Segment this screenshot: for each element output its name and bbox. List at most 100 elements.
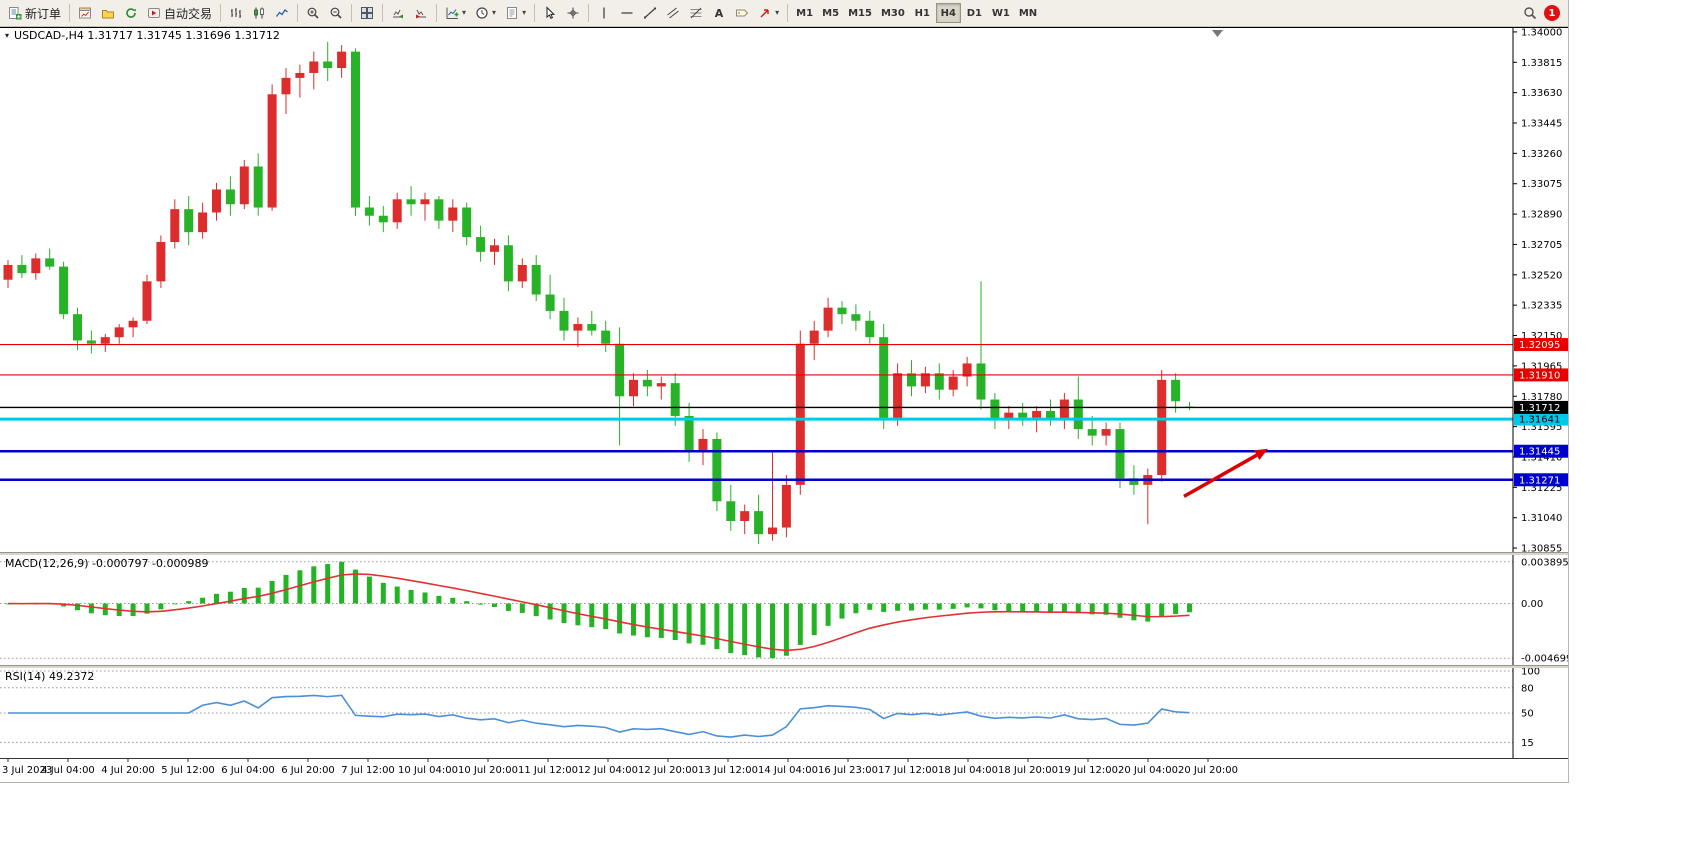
mt4-window: 新订单 自动交易 ▾ ▾ ▾ A ▾ M1 M5 M15 M30 H1 H4 D1 W1 MN 1 1.340… bbox=[0, 0, 1569, 783]
timeframe-button-h4[interactable]: H4 bbox=[935, 3, 961, 23]
svg-text:-0.004699: -0.004699 bbox=[1521, 654, 1568, 665]
fibonacci-icon bbox=[690, 7, 702, 19]
arrows-button[interactable]: ▾ bbox=[754, 2, 783, 24]
bar-chart-button[interactable] bbox=[225, 2, 247, 24]
candle-chart-icon bbox=[254, 7, 264, 19]
zoom-out-button[interactable] bbox=[325, 2, 347, 24]
svg-text:1.32890: 1.32890 bbox=[1521, 210, 1562, 221]
toolbar-separator bbox=[297, 4, 299, 22]
svg-text:20 Jul 04:00: 20 Jul 04:00 bbox=[1118, 765, 1178, 776]
svg-text:19 Jul 12:00: 19 Jul 12:00 bbox=[1058, 765, 1118, 776]
timeframe-button-m1[interactable]: M1 bbox=[796, 7, 814, 19]
toolbar-separator bbox=[588, 4, 590, 22]
svg-text:1.33445: 1.33445 bbox=[1521, 119, 1562, 130]
template-icon bbox=[507, 7, 518, 19]
macd-canvas[interactable]: 0.003895 0.00 -0.004699 bbox=[0, 555, 1568, 665]
indicators-button[interactable]: ▾ bbox=[441, 2, 470, 24]
panel-splitter[interactable] bbox=[0, 665, 1568, 668]
arrow-tool-icon bbox=[760, 9, 769, 18]
macd-histogram bbox=[5, 561, 1192, 659]
candlestick-chart-button[interactable] bbox=[248, 2, 270, 24]
svg-text:13 Jul 12:00: 13 Jul 12:00 bbox=[698, 765, 758, 776]
toolbar-separator bbox=[69, 4, 71, 22]
trendline-button[interactable] bbox=[639, 2, 661, 24]
trend-arrow-annotation[interactable] bbox=[1183, 448, 1268, 498]
vertical-line-button[interactable] bbox=[593, 2, 615, 24]
svg-text:10 Jul 20:00: 10 Jul 20:00 bbox=[458, 765, 518, 776]
text-label-button[interactable] bbox=[731, 2, 753, 24]
line-chart-icon bbox=[276, 9, 288, 17]
zoom-out-icon bbox=[330, 7, 342, 19]
crosshair-button[interactable] bbox=[562, 2, 584, 24]
auto-scroll-button[interactable] bbox=[387, 2, 409, 24]
autotrading-icon bbox=[148, 8, 161, 18]
svg-text:A: A bbox=[715, 7, 724, 20]
chart-window-icon bbox=[79, 7, 92, 19]
profiles-button[interactable] bbox=[97, 2, 119, 24]
autotrading-button[interactable]: 自动交易 bbox=[143, 2, 216, 24]
notification-badge[interactable]: 1 bbox=[1544, 5, 1560, 21]
svg-text:1.34000: 1.34000 bbox=[1521, 27, 1562, 38]
svg-text:14 Jul 04:00: 14 Jul 04:00 bbox=[758, 765, 818, 776]
crosshair-icon bbox=[567, 7, 579, 19]
svg-text:11 Jul 12:00: 11 Jul 12:00 bbox=[518, 765, 578, 776]
horizontal-lines[interactable] bbox=[0, 343, 1513, 482]
bar-chart-icon bbox=[231, 8, 242, 18]
svg-text:18 Jul 20:00: 18 Jul 20:00 bbox=[998, 765, 1058, 776]
cursor-button[interactable] bbox=[539, 2, 561, 24]
svg-text:6 Jul 04:00: 6 Jul 04:00 bbox=[221, 765, 275, 776]
macd-panel: 0.003895 0.00 -0.004699 MACD(12,26,9) -0.0… bbox=[0, 555, 1568, 665]
templates-button[interactable]: ▾ bbox=[501, 2, 530, 24]
svg-text:1.32335: 1.32335 bbox=[1521, 301, 1562, 312]
svg-text:3 Jul 2023: 3 Jul 2023 bbox=[2, 765, 52, 776]
equidistant-channel-button[interactable] bbox=[662, 2, 684, 24]
panel-splitter[interactable] bbox=[0, 552, 1568, 555]
text-icon: A bbox=[715, 7, 724, 20]
svg-text:12 Jul 04:00: 12 Jul 04:00 bbox=[578, 765, 638, 776]
price-scale[interactable]: 1.34000 1.33815 1.33630 1.33445 1.33260 1.330… bbox=[1513, 27, 1562, 552]
main-chart-canvas[interactable]: 1.34000 1.33815 1.33630 1.33445 1.33260 1.330… bbox=[0, 27, 1568, 552]
timeframe-button-m15[interactable]: M15 bbox=[848, 7, 872, 19]
timeframe-button-m30[interactable]: M30 bbox=[880, 7, 905, 19]
fibonacci-button[interactable] bbox=[685, 2, 707, 24]
chart-shift-button[interactable] bbox=[410, 2, 432, 24]
text-button[interactable]: A bbox=[708, 2, 730, 24]
svg-text:16 Jul 23:00: 16 Jul 23:00 bbox=[818, 765, 878, 776]
tile-windows-button[interactable] bbox=[356, 2, 378, 24]
timeframe-button-w1[interactable]: W1 bbox=[991, 7, 1010, 19]
new-order-button[interactable]: 新订单 bbox=[4, 2, 65, 24]
timeframe-button-mn[interactable]: MN bbox=[1018, 7, 1038, 19]
channel-icon bbox=[667, 7, 679, 19]
line-chart-button[interactable] bbox=[271, 2, 293, 24]
svg-text:1.31410: 1.31410 bbox=[1521, 452, 1562, 463]
zoom-in-button[interactable] bbox=[302, 2, 324, 24]
timeframe-button-m5[interactable]: M5 bbox=[822, 7, 840, 19]
chart-shift-icon bbox=[416, 9, 427, 19]
charts-button[interactable] bbox=[74, 2, 96, 24]
chart-shift-marker[interactable] bbox=[1212, 30, 1223, 37]
svg-text:1.33075: 1.33075 bbox=[1521, 179, 1562, 190]
horizontal-line-button[interactable] bbox=[616, 2, 638, 24]
rsi-canvas[interactable]: 100 80 50 15 bbox=[0, 668, 1568, 758]
svg-text:0.003895: 0.003895 bbox=[1521, 557, 1568, 568]
svg-text:4 Jul 04:00: 4 Jul 04:00 bbox=[41, 765, 95, 776]
cursor-icon bbox=[546, 6, 556, 19]
periods-button[interactable]: ▾ bbox=[471, 2, 500, 24]
new-order-icon bbox=[9, 7, 22, 20]
timeframe-button-d1[interactable]: D1 bbox=[966, 7, 982, 19]
refresh-button[interactable] bbox=[120, 2, 142, 24]
svg-text:20 Jul 20:00: 20 Jul 20:00 bbox=[1178, 765, 1238, 776]
toolbar-separator bbox=[220, 4, 222, 22]
timeframe-button-h1[interactable]: H1 bbox=[914, 7, 930, 19]
auto-scroll-icon bbox=[393, 9, 404, 19]
svg-text:1.33815: 1.33815 bbox=[1521, 58, 1562, 69]
text-label-icon bbox=[736, 9, 749, 17]
dropdown-caret-icon: ▾ bbox=[462, 8, 467, 17]
toolbar-separator bbox=[534, 4, 536, 22]
svg-text:1.31271: 1.31271 bbox=[1519, 475, 1560, 486]
svg-text:1.32150: 1.32150 bbox=[1521, 331, 1562, 342]
time-axis[interactable]: 3 Jul 2023 4 Jul 04:00 4 Jul 20:00 5 Jul 12… bbox=[0, 758, 1568, 782]
search-button[interactable] bbox=[1523, 6, 1537, 20]
